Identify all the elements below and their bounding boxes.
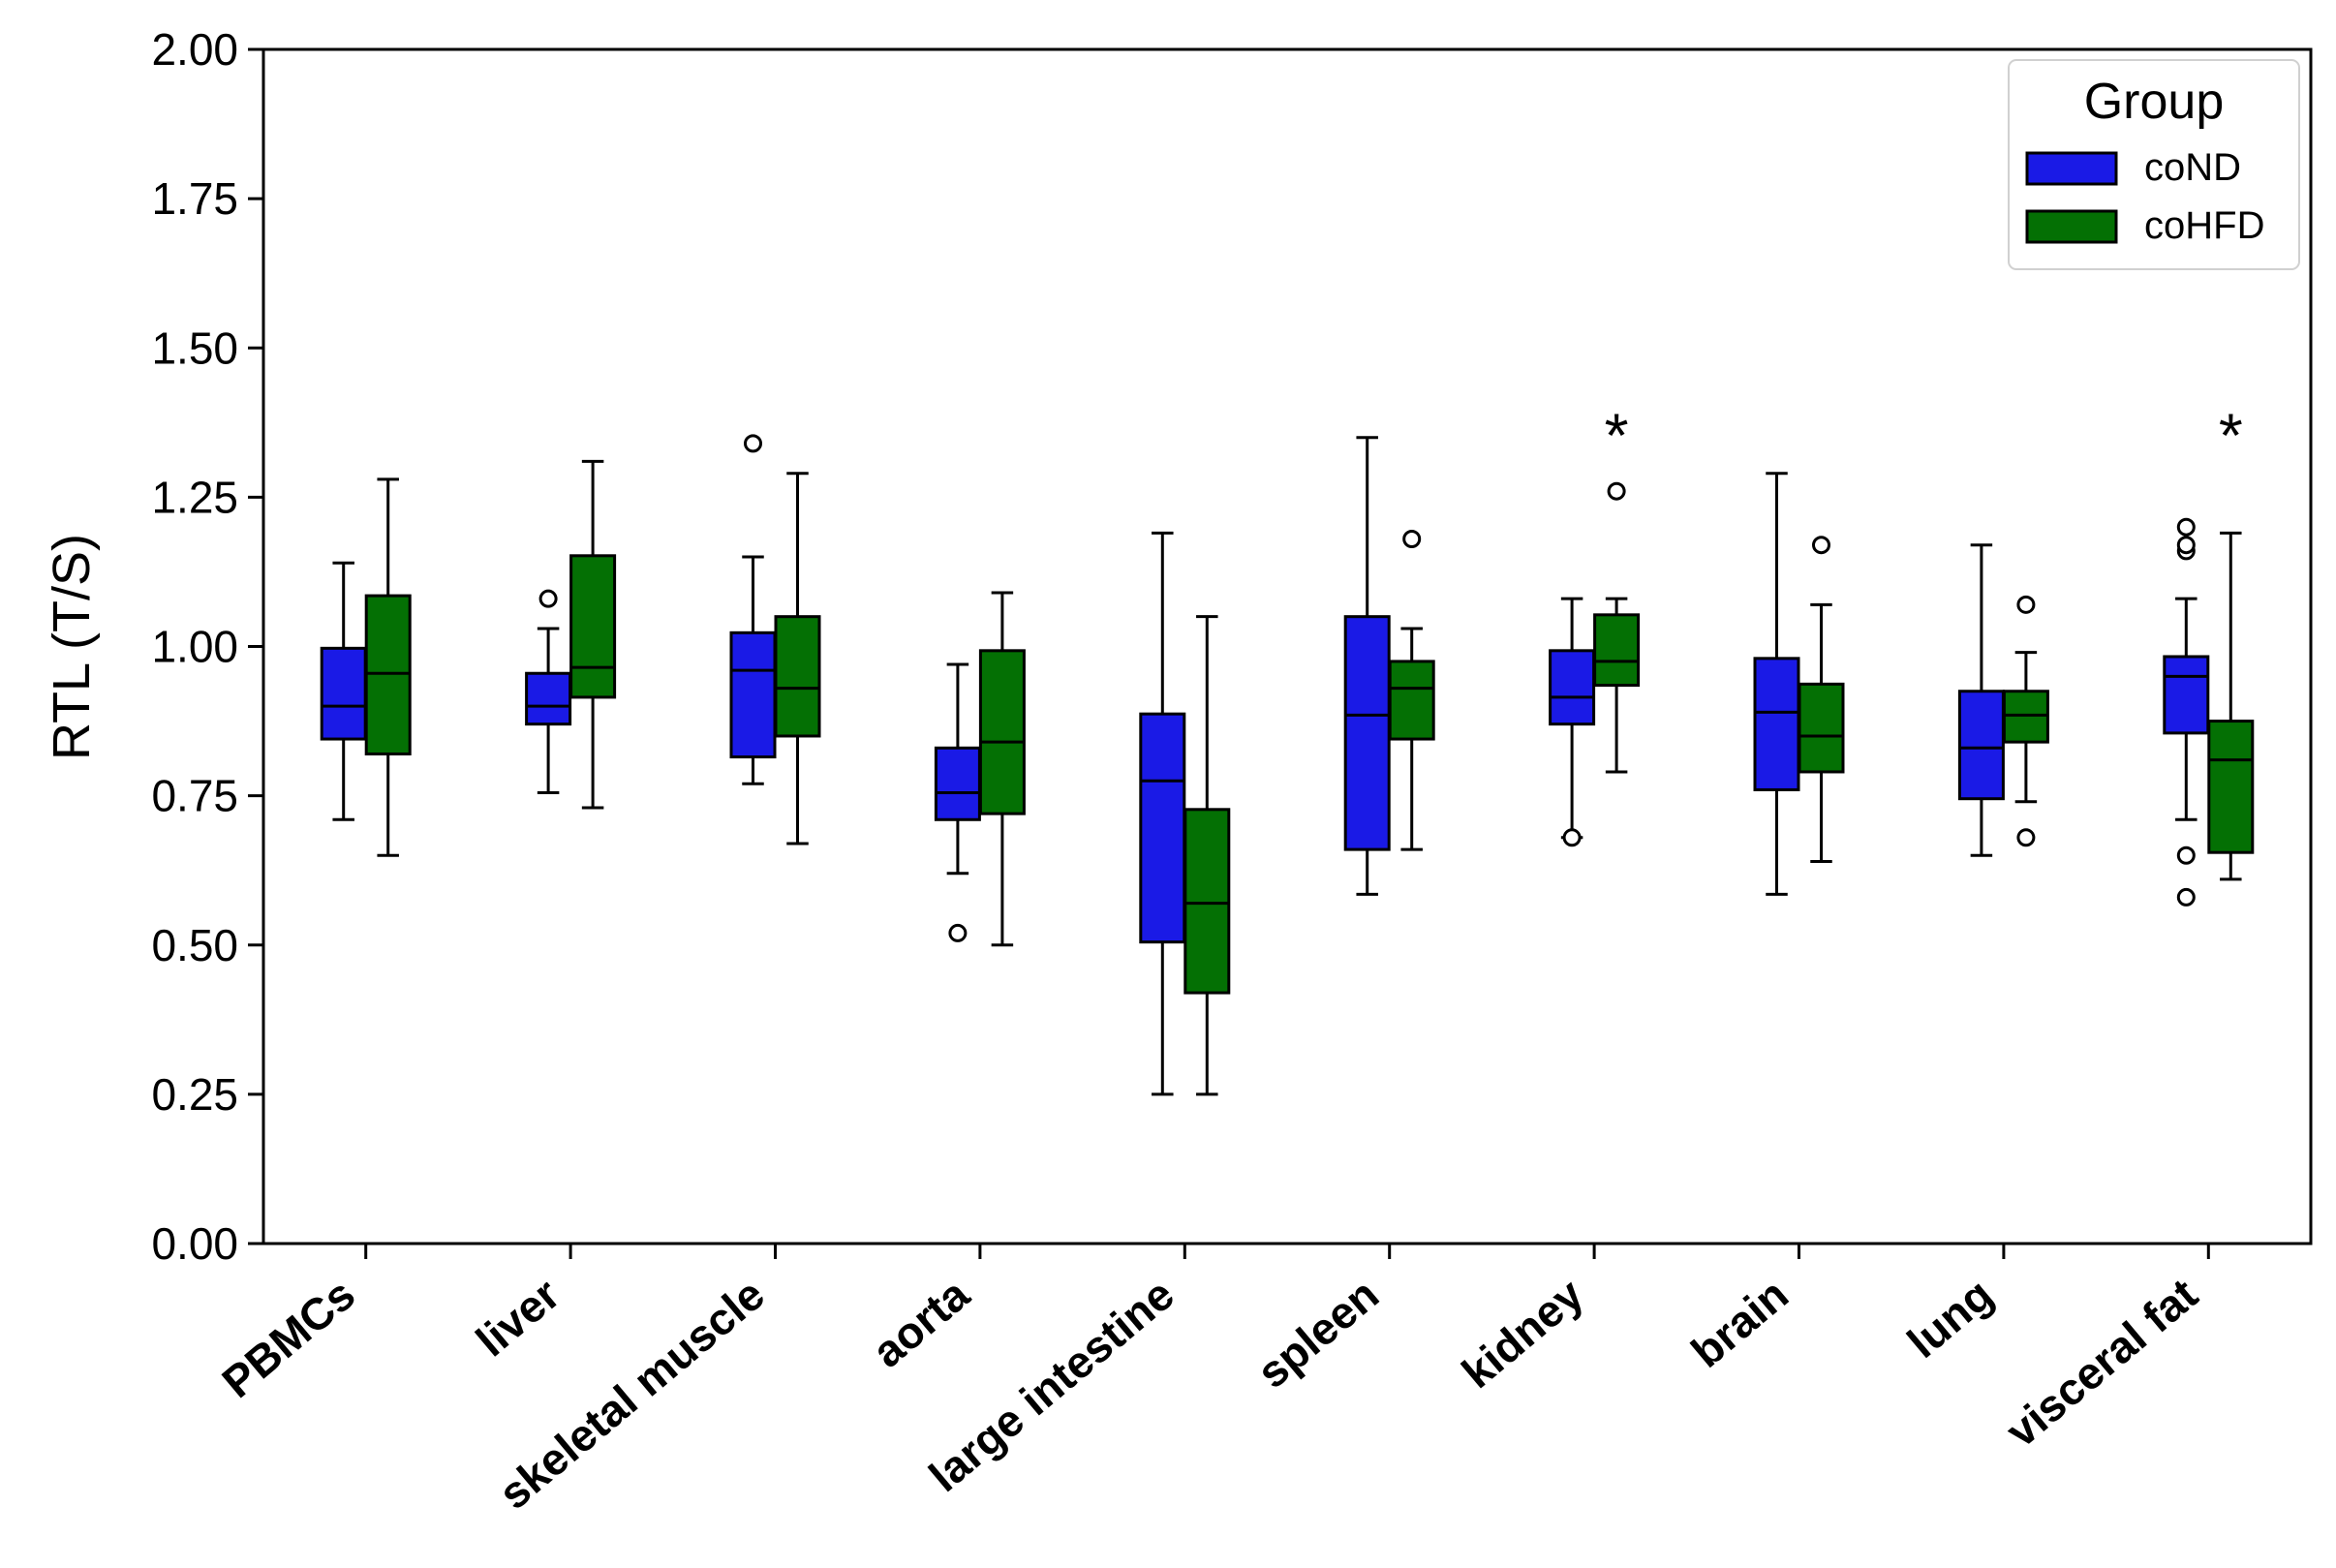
box-cond-brain [1753, 472, 1800, 896]
iqr-box [1798, 682, 1845, 774]
iqr-box [1183, 808, 1231, 995]
outlier-point [2176, 887, 2196, 907]
x-tick-label-lung: lung [1898, 1269, 2003, 1368]
x-tick-label-kidney: kidney [1452, 1269, 1592, 1399]
x-tick-label-aorta: aorta [863, 1269, 979, 1377]
iqr-box [2207, 720, 2255, 854]
iqr-box [934, 746, 981, 821]
iqr-box [364, 594, 412, 755]
y-tick-label: 2.00 [151, 24, 238, 75]
box-cohfd-visceral-fat [2207, 531, 2255, 881]
x-tick-label-pbmcs: PBMCs [212, 1269, 364, 1407]
box-cond-spleen [1343, 436, 1391, 896]
box-cohfd-lung [2002, 595, 2049, 847]
iqr-box [525, 671, 572, 726]
legend-label-cond: coND [2144, 146, 2241, 189]
outlier-point [1562, 828, 1582, 847]
legend-swatch-cond [2025, 151, 2118, 186]
box-cond-lung [1957, 543, 2005, 857]
outlier-point [1607, 481, 1626, 501]
x-tick-label-spleen: spleen [1247, 1269, 1388, 1399]
y-tick-label: 1.00 [151, 622, 238, 672]
legend: Group coND coHFD [2008, 59, 2300, 270]
iqr-box [569, 554, 617, 699]
outlier-point [2176, 845, 2196, 865]
iqr-box [320, 646, 367, 741]
box-cond-large-intestine [1139, 531, 1186, 1096]
iqr-box [1139, 712, 1186, 944]
x-tick-label-liver: liver [467, 1269, 569, 1367]
significance-marker-kidney: * [1605, 400, 1629, 470]
box-cond-liver [525, 589, 572, 795]
iqr-box [1593, 613, 1641, 688]
legend-label-cohfd: coHFD [2144, 204, 2264, 247]
iqr-box [978, 649, 1026, 815]
legend-title: Group [2084, 74, 2225, 130]
y-tick-label: 1.75 [151, 173, 238, 224]
iqr-box [1753, 657, 1800, 791]
iqr-box [729, 630, 777, 759]
annotations: * * [1605, 400, 2243, 470]
box-cond-aorta [934, 662, 981, 942]
box-cohfd-brain [1798, 536, 1845, 863]
iqr-box [2163, 655, 2210, 735]
boxes-layer [320, 434, 2255, 1096]
outlier-point [2176, 536, 2196, 555]
y-tick-label: 0.50 [151, 920, 238, 970]
iqr-box [1343, 615, 1391, 851]
outlier-point [1402, 530, 1422, 549]
outlier-point [2176, 517, 2196, 537]
iqr-box [1957, 690, 2005, 801]
x-tick-label-visceral-fat: visceral fat [1996, 1269, 2207, 1457]
box-cohfd-aorta [978, 591, 1026, 947]
significance-marker-visceral-fat: * [2219, 400, 2243, 470]
box-cond-skeletal-muscle [729, 434, 777, 785]
box-cohfd-pbmcs [364, 477, 412, 857]
box-cond-kidney [1549, 597, 1596, 847]
iqr-box [1388, 660, 1435, 741]
iqr-box [2002, 690, 2049, 744]
legend-entries: coND coHFD [2025, 146, 2264, 247]
outlier-point [2016, 828, 2036, 847]
y-tick-label: 0.25 [151, 1069, 238, 1120]
y-tick-label: 0.75 [151, 771, 238, 821]
outlier-point [1812, 536, 1830, 555]
box-cond-pbmcs [320, 561, 367, 821]
outlier-point [744, 434, 762, 453]
box-cohfd-kidney [1593, 481, 1641, 774]
y-tick-label: 0.00 [151, 1218, 238, 1269]
legend-swatch-cohfd [2025, 209, 2118, 244]
box-cohfd-spleen [1388, 530, 1435, 851]
iqr-box [1549, 649, 1596, 726]
outlier-point [538, 589, 558, 608]
box-cohfd-large-intestine [1183, 615, 1231, 1096]
x-tick-label-brain: brain [1681, 1269, 1798, 1377]
box-cohfd-liver [569, 459, 617, 810]
box-cond-visceral-fat [2163, 517, 2210, 907]
y-tick-label: 1.50 [151, 323, 238, 373]
y-axis: 0.00 0.25 0.50 0.75 1.00 1.25 1.50 1.75 2.00 [151, 24, 263, 1269]
outlier-point [2016, 595, 2036, 614]
iqr-box [774, 615, 821, 738]
y-axis-title: RTL (T/S) [43, 534, 101, 760]
box-cohfd-skeletal-muscle [774, 472, 821, 845]
outlier-point [948, 923, 968, 942]
y-tick-label: 1.25 [151, 472, 238, 522]
